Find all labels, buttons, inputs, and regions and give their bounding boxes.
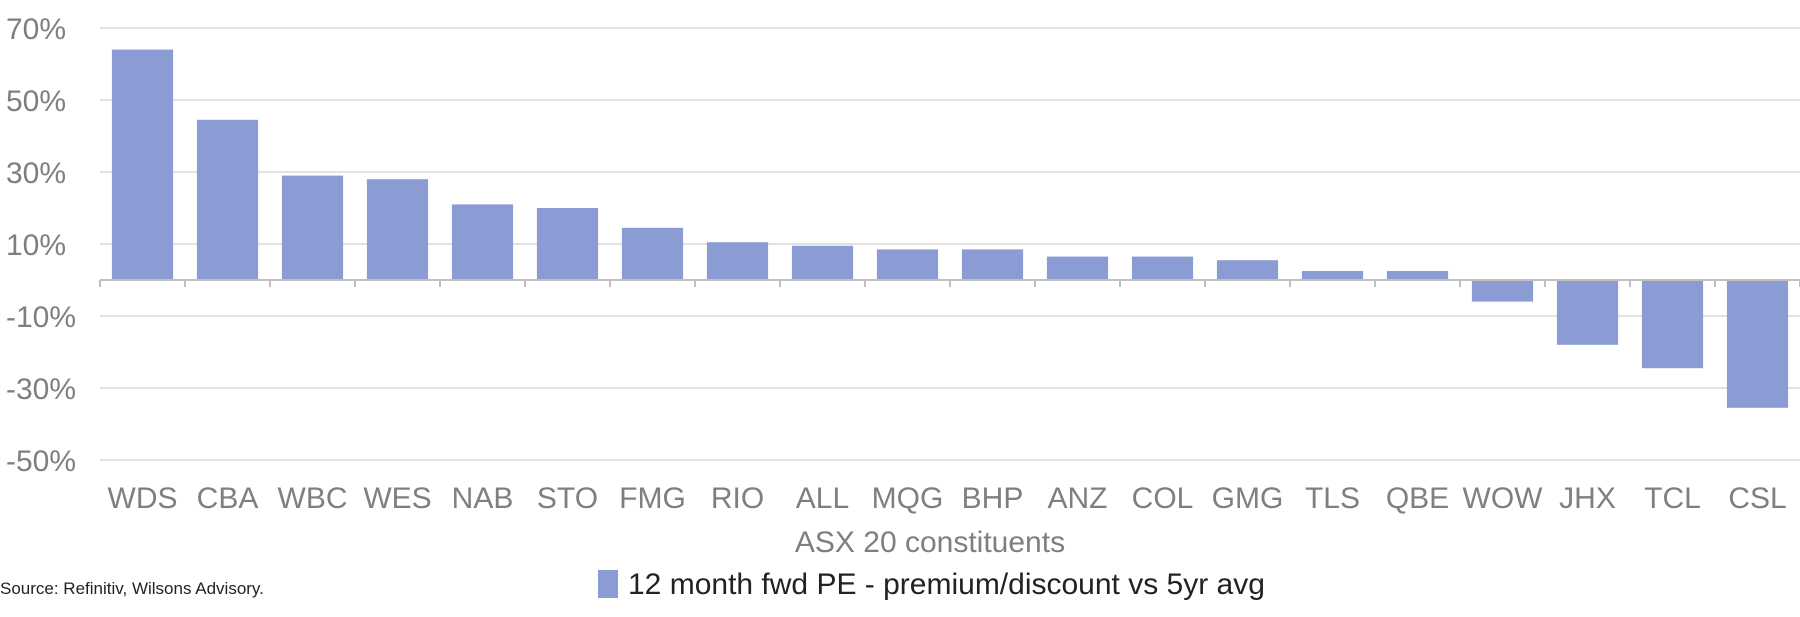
x-tick-label: COL (1132, 482, 1194, 515)
y-axis-ticks: 70% 50% 30% 10% -10% -30% -50% (6, 13, 76, 478)
bar (1641, 280, 1704, 369)
legend-swatch (598, 570, 618, 598)
x-tick-label: JHX (1559, 482, 1616, 515)
bar (1386, 271, 1449, 280)
source-note: Source: Refinitiv, Wilsons Advisory. (0, 579, 264, 598)
y-tick-label: 10% (6, 229, 66, 262)
x-tick-label: WDS (108, 482, 178, 515)
bar (961, 249, 1024, 280)
x-tick-label: FMG (619, 482, 686, 515)
x-tick-label: GMG (1212, 482, 1284, 515)
gridlines (100, 27, 1800, 461)
bar (876, 249, 939, 280)
y-tick-label: -10% (6, 301, 76, 334)
bar (1046, 256, 1109, 280)
legend-label: 12 month fwd PE - premium/discount vs 5y… (628, 568, 1265, 601)
bar (791, 245, 854, 280)
bar (706, 242, 769, 280)
bars (111, 49, 1789, 408)
x-tick-label: MQG (872, 482, 944, 515)
x-tick-label: RIO (711, 482, 764, 515)
legend: 12 month fwd PE - premium/discount vs 5y… (598, 568, 1265, 601)
x-tick-label: QBE (1386, 482, 1449, 515)
y-tick-label: 70% (6, 13, 66, 46)
bar (196, 119, 259, 280)
x-tick-label: BHP (962, 482, 1024, 515)
x-tick-label: WES (363, 482, 431, 515)
x-tick-label: STO (537, 482, 598, 515)
x-tick-label: TLS (1305, 482, 1360, 515)
y-tick-label: 30% (6, 157, 66, 190)
bar (536, 208, 599, 280)
x-tick-label: ALL (796, 482, 849, 515)
y-tick-label: 50% (6, 85, 66, 118)
x-tick-label: ANZ (1048, 482, 1108, 515)
bar (111, 49, 174, 280)
x-axis-categories: WDS CBA WBC WES NAB STO FMG RIO ALL MQG BHP ANZ COL G… (108, 482, 1787, 515)
bar (1726, 280, 1789, 408)
x-tick-label: WOW (1463, 482, 1544, 515)
bar (1301, 271, 1364, 280)
bar (451, 204, 514, 280)
x-tick-label: CSL (1728, 482, 1786, 515)
x-tick-label: CBA (197, 482, 259, 515)
bar (621, 227, 684, 280)
bar (281, 175, 344, 280)
y-tick-label: -50% (6, 445, 76, 478)
bar (1216, 260, 1279, 280)
y-tick-label: -30% (6, 373, 76, 406)
x-tick-label: NAB (452, 482, 514, 515)
bar (366, 179, 429, 280)
bar (1471, 280, 1534, 302)
zero-axis (99, 279, 1800, 287)
x-axis-label: ASX 20 constituents (795, 526, 1065, 559)
bar (1556, 280, 1619, 345)
x-tick-label: TCL (1644, 482, 1701, 515)
bar (1131, 256, 1194, 280)
x-tick-label: WBC (278, 482, 348, 515)
